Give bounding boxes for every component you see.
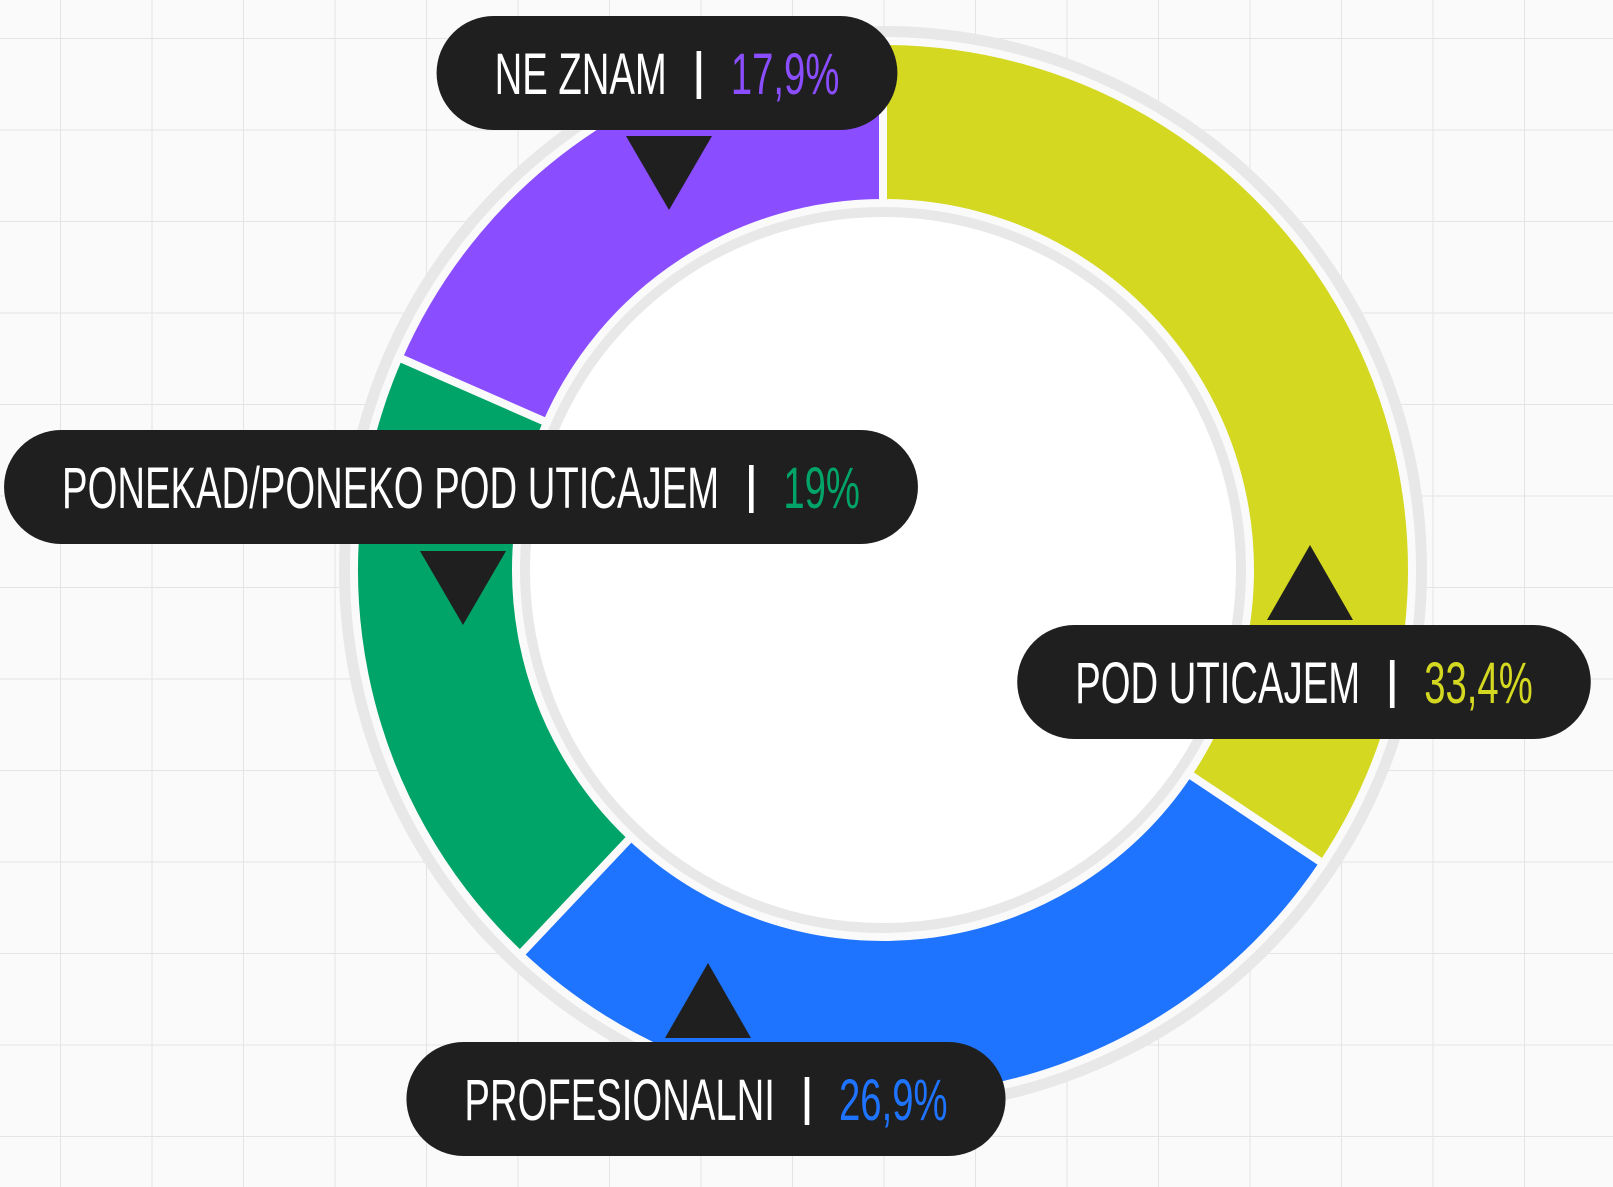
label-text: PONEKAD/PONEKO POD UTICAJEM 19% (62, 457, 860, 521)
label-arrow (420, 551, 506, 625)
label-arrow (1267, 545, 1353, 620)
label-box (406, 1042, 1006, 1156)
value-label: 19% (783, 457, 860, 521)
label-callout: NE ZNAM 17,9% (436, 16, 898, 210)
label-arrow (626, 136, 712, 210)
label-text: POD UTICAJEM 33,4% (1075, 652, 1533, 716)
label-box (1017, 625, 1591, 739)
label-box (4, 430, 918, 544)
label-callout: PONEKAD/PONEKO POD UTICAJEM 19% (4, 430, 918, 625)
value-label: 33,4% (1424, 652, 1533, 716)
value-label: 17,9% (731, 43, 840, 107)
label-text: PROFESIONALNI 26,9% (464, 1069, 947, 1133)
category-label: NE ZNAM (495, 43, 667, 107)
label-callout: PROFESIONALNI 26,9% (406, 963, 1006, 1156)
label-separator (749, 465, 754, 513)
label-text: NE ZNAM 17,9% (495, 43, 840, 107)
label-box (436, 16, 898, 130)
category-label: PROFESIONALNI (464, 1069, 774, 1133)
inner-ring (516, 203, 1250, 937)
label-callout: POD UTICAJEM 33,4% (1017, 545, 1591, 739)
value-label: 26,9% (839, 1069, 948, 1133)
label-separator (804, 1077, 810, 1125)
label-arrow (665, 963, 751, 1038)
category-label: POD UTICAJEM (1075, 652, 1360, 716)
label-separator (696, 51, 702, 99)
label-separator (1389, 660, 1395, 708)
category-label: PONEKAD/PONEKO POD UTICAJEM (62, 457, 719, 521)
